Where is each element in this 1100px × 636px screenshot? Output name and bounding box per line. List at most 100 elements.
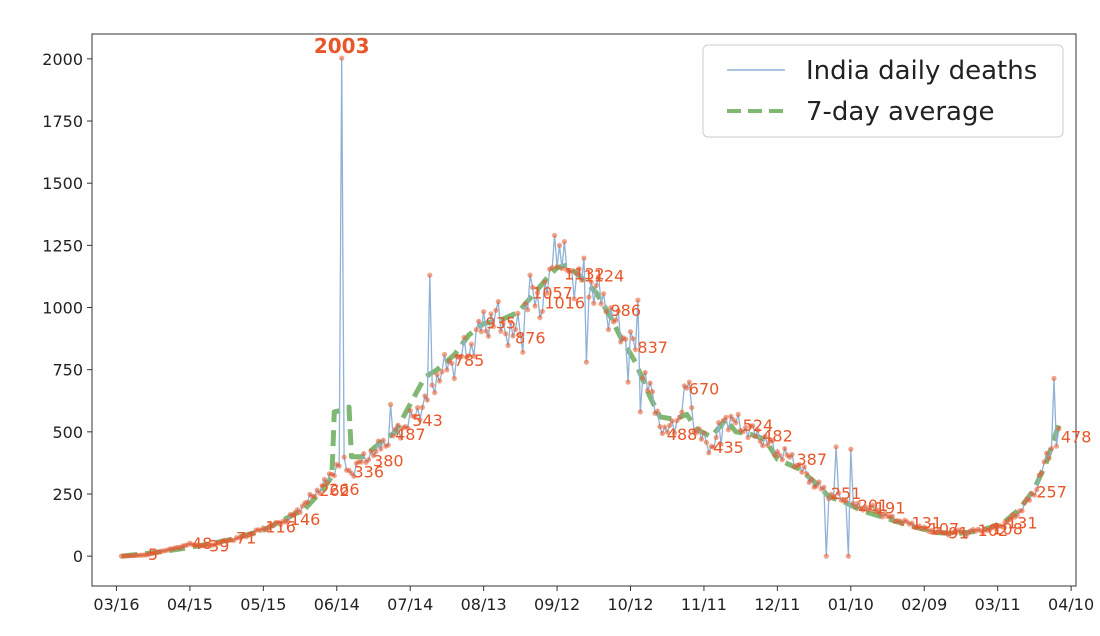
daily-marker <box>1014 512 1020 518</box>
daily-marker <box>576 266 582 272</box>
daily-marker <box>735 411 741 417</box>
daily-marker <box>366 457 372 463</box>
daily-marker <box>351 473 357 479</box>
x-tick-label: 09/12 <box>534 595 580 614</box>
daily-marker <box>390 433 396 439</box>
daily-marker <box>505 342 511 349</box>
daily-marker <box>422 393 428 399</box>
y-tick-label: 1000 <box>42 299 83 318</box>
daily-marker <box>1056 426 1062 432</box>
daily-marker <box>378 446 384 452</box>
daily-marker <box>836 490 842 496</box>
data-label: 670 <box>689 380 720 399</box>
data-label: 102 <box>978 521 1009 540</box>
data-label: 146 <box>290 510 321 529</box>
data-label: 336 <box>353 463 384 482</box>
daily-marker <box>407 408 413 414</box>
daily-marker <box>417 417 423 423</box>
daily-marker <box>1051 375 1057 381</box>
daily-marker <box>662 424 668 430</box>
daily-marker <box>397 435 403 441</box>
daily-marker <box>760 443 766 449</box>
daily-marker <box>689 405 695 411</box>
daily-marker <box>821 484 827 490</box>
daily-marker <box>1053 443 1059 449</box>
data-label: 387 <box>797 450 828 469</box>
data-label: 266 <box>329 480 360 499</box>
x-tick-label: 06/14 <box>314 595 360 614</box>
x-tick-label: 03/11 <box>975 595 1021 614</box>
daily-marker <box>319 483 325 489</box>
data-label: 487 <box>395 425 426 444</box>
daily-marker <box>556 242 563 248</box>
daily-marker <box>488 311 494 317</box>
daily-marker <box>765 442 771 448</box>
daily-marker <box>427 272 433 278</box>
daily-marker <box>757 438 763 444</box>
y-tick-label: 1750 <box>42 112 83 131</box>
daily-marker <box>789 451 795 458</box>
daily-marker <box>1034 487 1040 493</box>
daily-marker <box>833 444 839 450</box>
data-label: 380 <box>373 452 404 471</box>
daily-marker <box>649 389 656 395</box>
daily-marker <box>640 375 646 381</box>
daily-marker <box>586 294 592 300</box>
daily-marker <box>667 422 673 429</box>
daily-marker <box>559 266 565 272</box>
daily-marker <box>539 308 546 314</box>
daily-marker <box>361 451 367 457</box>
daily-marker <box>451 375 457 382</box>
daily-marker <box>642 370 648 376</box>
daily-marker <box>733 420 739 426</box>
data-label: 935 <box>486 314 517 333</box>
data-label: 91 <box>948 524 968 543</box>
daily-marker <box>432 390 438 396</box>
daily-marker <box>1048 445 1055 452</box>
daily-marker <box>625 379 631 385</box>
x-tick-label: 10/12 <box>607 595 653 614</box>
x-tick-label: 03/16 <box>93 595 139 614</box>
daily-marker <box>664 429 670 435</box>
daily-marker <box>478 329 484 335</box>
x-tick-label: 01/10 <box>828 595 874 614</box>
daily-marker <box>777 452 783 458</box>
daily-marker <box>1046 455 1052 461</box>
daily-marker <box>632 347 639 353</box>
daily-marker <box>530 284 536 290</box>
x-tick-label: 11/11 <box>681 595 727 614</box>
data-label: 251 <box>831 484 862 503</box>
data-label: 5 <box>148 545 158 564</box>
daily-marker <box>437 378 443 384</box>
x-tick-label: 04/10 <box>1048 595 1094 614</box>
data-label: 876 <box>515 328 546 347</box>
data-label: 201 <box>858 496 889 515</box>
daily-markers <box>118 55 1062 559</box>
daily-marker <box>745 434 751 441</box>
daily-marker <box>532 303 538 309</box>
daily-marker <box>774 449 781 455</box>
daily-marker <box>392 426 399 432</box>
daily-marker <box>336 463 342 469</box>
daily-marker <box>415 405 421 411</box>
daily-marker <box>468 341 474 347</box>
daily-marker <box>358 459 364 465</box>
daily-marker <box>870 502 876 508</box>
daily-marker <box>779 457 785 463</box>
daily-marker <box>723 414 729 420</box>
daily-marker <box>429 382 435 388</box>
daily-marker <box>694 430 700 436</box>
daily-marker <box>500 320 506 326</box>
daily-marker <box>588 279 594 285</box>
daily-marker <box>571 296 577 302</box>
daily-marker <box>534 290 541 296</box>
daily-marker <box>816 479 822 485</box>
daily-marker <box>960 529 967 535</box>
daily-marker <box>762 433 768 439</box>
daily-marker <box>476 318 482 324</box>
peak-label: 2003 <box>314 34 370 58</box>
data-label: 1124 <box>584 267 625 286</box>
daily-marker <box>317 490 323 496</box>
daily-marker <box>804 471 810 477</box>
daily-marker <box>645 387 651 394</box>
